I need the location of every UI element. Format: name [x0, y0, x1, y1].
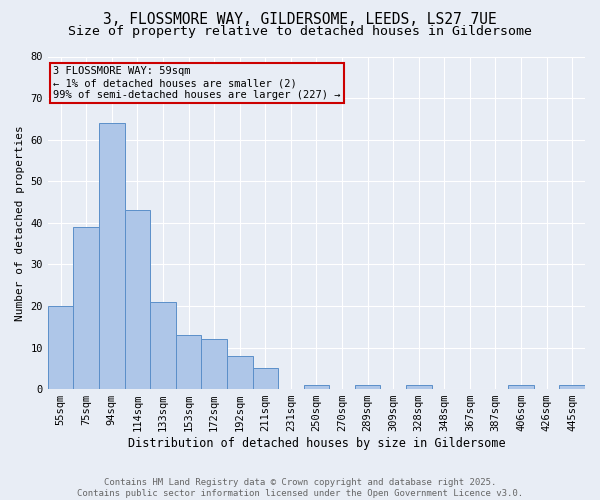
- Bar: [406, 385, 431, 389]
- Y-axis label: Number of detached properties: Number of detached properties: [15, 125, 25, 320]
- Bar: [176, 335, 202, 389]
- Bar: [125, 210, 150, 389]
- Bar: [48, 306, 73, 389]
- Bar: [202, 339, 227, 389]
- Bar: [253, 368, 278, 389]
- Bar: [73, 227, 99, 389]
- Text: Contains HM Land Registry data © Crown copyright and database right 2025.
Contai: Contains HM Land Registry data © Crown c…: [77, 478, 523, 498]
- Bar: [508, 385, 534, 389]
- Bar: [227, 356, 253, 389]
- Bar: [99, 123, 125, 389]
- Bar: [150, 302, 176, 389]
- Bar: [559, 385, 585, 389]
- X-axis label: Distribution of detached houses by size in Gildersome: Distribution of detached houses by size …: [128, 437, 505, 450]
- Text: Size of property relative to detached houses in Gildersome: Size of property relative to detached ho…: [68, 25, 532, 38]
- Text: 3, FLOSSMORE WAY, GILDERSOME, LEEDS, LS27 7UE: 3, FLOSSMORE WAY, GILDERSOME, LEEDS, LS2…: [103, 12, 497, 28]
- Bar: [355, 385, 380, 389]
- Bar: [304, 385, 329, 389]
- Text: 3 FLOSSMORE WAY: 59sqm
← 1% of detached houses are smaller (2)
99% of semi-detac: 3 FLOSSMORE WAY: 59sqm ← 1% of detached …: [53, 66, 341, 100]
